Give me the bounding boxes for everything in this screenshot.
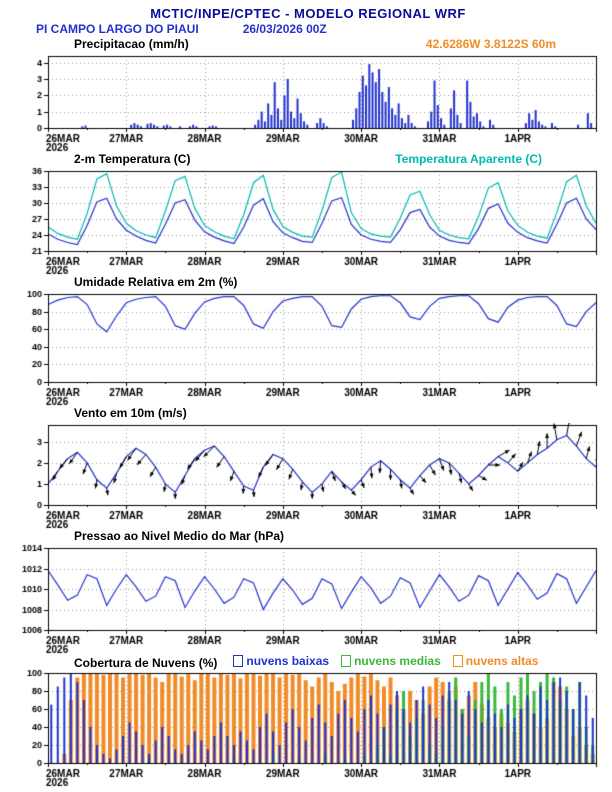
humidity-title: Umidade Relativa em 2m (%) xyxy=(74,275,238,289)
clouds-title: Cobertura de Nuvens (%) xyxy=(74,656,218,670)
panel-wind: Vento em 10m (m/s) xyxy=(4,406,612,529)
legend-nuvens-altas: nuvens altas xyxy=(452,654,539,668)
panel-humidity: Umidade Relativa em 2m (%) xyxy=(4,275,612,406)
pressure-header: Pressao ao Nivel Medio do Mar (hPa) xyxy=(4,529,612,544)
run-datetime: 26/03/2026 00Z xyxy=(242,22,327,36)
humidity-header: Umidade Relativa em 2m (%) xyxy=(4,275,612,290)
panel-pressure: Pressao ao Nivel Medio do Mar (hPa) xyxy=(4,529,612,654)
nuvens-medias-swatch-icon xyxy=(341,655,352,667)
nuvens-medias-label: nuvens medias xyxy=(354,654,441,668)
humidity-chart xyxy=(4,290,608,406)
panel-precipitation: Precipitacao (mm/h) 42.6286W 3.8122S 60m xyxy=(4,37,612,152)
nuvens-baixas-label: nuvens baixas xyxy=(246,654,330,668)
wind-header: Vento em 10m (m/s) xyxy=(4,406,612,421)
temperature-chart xyxy=(4,167,608,275)
pressure-chart xyxy=(4,544,608,654)
clouds-legend: nuvens baixas nuvens medias nuvens altas xyxy=(233,654,538,668)
station-name: PI CAMPO LARGO DO PIAUI xyxy=(36,22,199,36)
precipitation-title: Precipitacao (mm/h) xyxy=(74,37,189,51)
wind-title: Vento em 10m (m/s) xyxy=(74,406,187,420)
precipitation-header: Precipitacao (mm/h) 42.6286W 3.8122S 60m xyxy=(4,37,612,52)
panel-temperature: 2-m Temperatura (C) Temperatura Aparente… xyxy=(4,152,612,275)
wind-chart xyxy=(4,421,608,529)
panel-clouds: Cobertura de Nuvens (%) nuvens baixas nu… xyxy=(4,654,612,787)
clouds-header: Cobertura de Nuvens (%) nuvens baixas nu… xyxy=(4,654,612,670)
run-header: PI CAMPO LARGO DO PIAUI 26/03/2026 00Z xyxy=(4,22,612,37)
pressure-title: Pressao ao Nivel Medio do Mar (hPa) xyxy=(74,529,285,543)
station-coords: 42.6286W 3.8122S 60m xyxy=(425,37,556,51)
nuvens-altas-label: nuvens altas xyxy=(465,654,539,668)
nuvens-baixas-swatch-icon xyxy=(233,655,244,667)
precipitation-chart xyxy=(4,52,608,152)
apparent-temperature-label: Temperatura Aparente (C) xyxy=(395,152,542,166)
legend-nuvens-baixas: nuvens baixas xyxy=(233,654,329,668)
temperature-title: 2-m Temperatura (C) xyxy=(74,152,191,166)
legend-nuvens-medias: nuvens medias xyxy=(341,654,441,668)
temperature-header: 2-m Temperatura (C) Temperatura Aparente… xyxy=(4,152,612,167)
page-title: MCTIC/INPE/CPTEC - MODELO REGIONAL WRF xyxy=(150,6,466,21)
clouds-chart xyxy=(4,669,608,787)
nuvens-altas-swatch-icon xyxy=(452,655,463,667)
